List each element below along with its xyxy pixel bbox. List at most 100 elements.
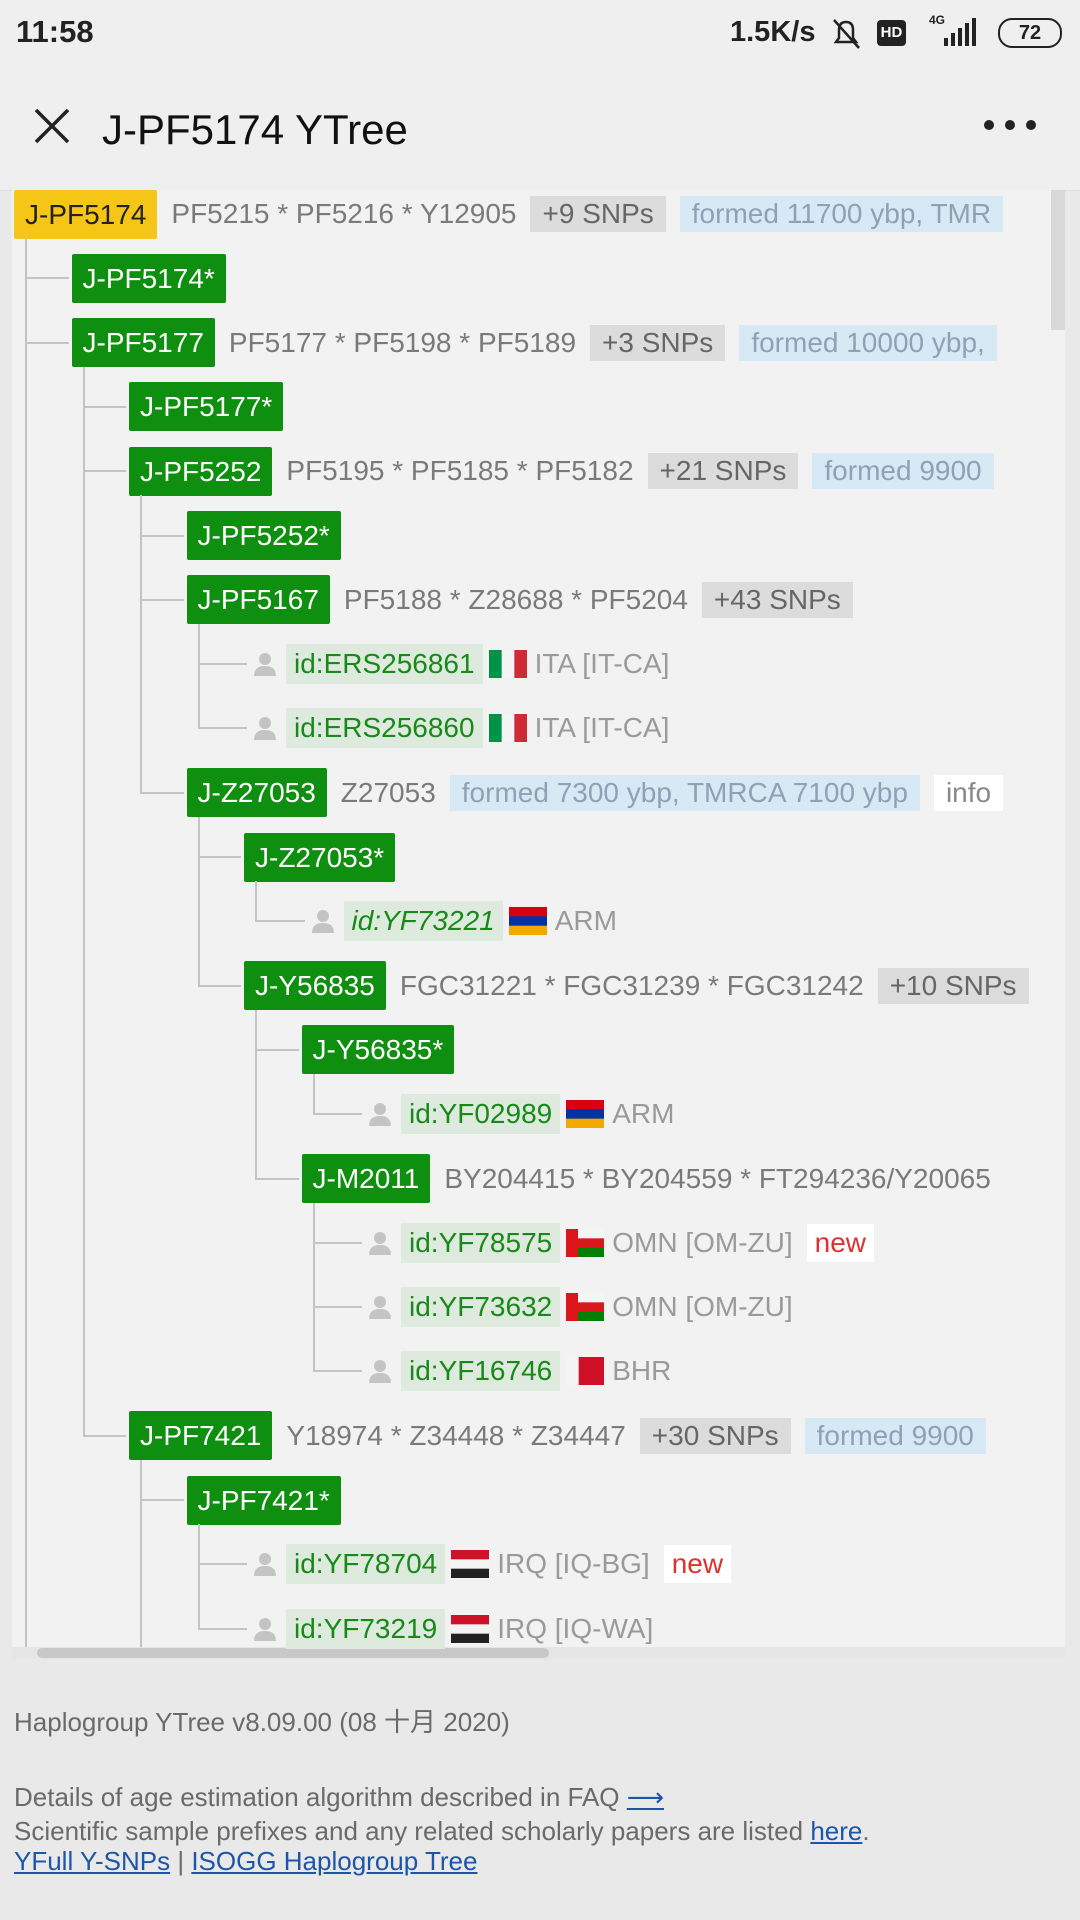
app-bar: J-PF5174 YTree xyxy=(0,70,1080,191)
node-label[interactable]: J-PF7421* xyxy=(186,1475,341,1525)
isogg-link[interactable]: ISOGG Haplogroup Tree xyxy=(191,1846,478,1876)
person-icon xyxy=(311,910,334,934)
sample-row: id:YF78704 IRQ [IQ-BG] new xyxy=(252,1539,745,1589)
sample-id[interactable]: id:YF73632 xyxy=(401,1287,561,1328)
flag xyxy=(566,1100,605,1129)
node-label[interactable]: J-Y56835* xyxy=(301,1025,455,1075)
info-link[interactable]: info xyxy=(933,774,1004,811)
node-label[interactable]: J-PF7421 xyxy=(129,1411,273,1461)
snp-list: PF5195 * PF5185 * PF5182 xyxy=(286,455,634,487)
country: IRQ [IQ-BG] xyxy=(497,1548,650,1580)
tree-connector xyxy=(197,984,241,987)
tree-connector xyxy=(255,1177,299,1180)
tree-connector xyxy=(197,623,200,729)
node-row: J-Y56835* xyxy=(301,1025,469,1075)
more-snps[interactable]: +21 SNPs xyxy=(647,453,799,490)
tree-connector xyxy=(140,1459,142,1500)
page-title: J-PF5174 YTree xyxy=(102,106,408,153)
tree-connector xyxy=(312,1202,315,1372)
country: BHR xyxy=(612,1355,672,1387)
node-row: J-Z27053 Z27053 formed 7300 ybp, TMRCA 710… xyxy=(186,768,1018,818)
country: ITA [IT-CA] xyxy=(534,712,670,744)
sample-id[interactable]: id:YF78575 xyxy=(401,1222,561,1263)
person-icon xyxy=(369,1103,391,1127)
tree-connector xyxy=(197,727,247,730)
flag xyxy=(488,714,527,743)
mute-icon xyxy=(833,19,860,49)
more-snps[interactable]: +9 SNPs xyxy=(530,196,666,232)
v-scroll-thumb[interactable] xyxy=(1051,190,1065,330)
tree-connector xyxy=(197,856,241,858)
sample-row: id:YF02989 ARM xyxy=(367,1089,688,1139)
node-label[interactable]: J-PF5174* xyxy=(71,253,226,303)
node-label[interactable]: J-Z27053 xyxy=(186,768,327,818)
node-label[interactable]: J-PF5174 xyxy=(14,190,158,239)
tree-connector xyxy=(255,881,257,922)
node-label[interactable]: J-PF5252 xyxy=(129,446,273,496)
more-snps[interactable]: +43 SNPs xyxy=(701,581,853,618)
sample-id[interactable]: id:YF16746 xyxy=(401,1351,561,1392)
age-estimate: formed 10000 ybp, xyxy=(739,324,997,361)
new-badge: new xyxy=(806,1223,875,1262)
more-snps[interactable]: +3 SNPs xyxy=(590,324,726,361)
sample-row: id:ERS256860 ITA [IT-CA] xyxy=(252,703,683,753)
node-label[interactable]: J-PF5167 xyxy=(186,575,330,625)
node-row: J-PF5174 PF5215 * PF5216 * Y12905 +9 SNPs f… xyxy=(14,190,1017,239)
tree-connector xyxy=(140,598,184,601)
person-icon xyxy=(254,717,276,741)
age-estimate: formed 7300 ybp, TMRCA 7100 ybp xyxy=(449,774,920,811)
tree-connector xyxy=(197,816,200,986)
snp-list: BY204415 * BY204559 * FT294236/Y20065 xyxy=(444,1162,991,1194)
sample-row: id:YF16746 BHR xyxy=(367,1346,685,1396)
tree-connector xyxy=(140,1499,184,1501)
sample-id[interactable]: id:YF73221 xyxy=(343,901,503,942)
age-estimate: formed 9900 xyxy=(812,453,994,490)
sample-row: id:YF73219 IRQ [IQ-WA] xyxy=(252,1604,667,1654)
tree-connector xyxy=(312,1241,362,1244)
more-menu[interactable] xyxy=(982,118,1038,132)
prefix-note-text: Scientific sample prefixes and any relat… xyxy=(14,1816,804,1846)
node-label[interactable]: J-M2011 xyxy=(301,1154,431,1203)
sample-id[interactable]: id:YF73219 xyxy=(286,1608,446,1649)
here-link[interactable]: here xyxy=(810,1816,863,1846)
flag xyxy=(566,1293,605,1322)
link-separator: | xyxy=(177,1846,185,1876)
snp-list: Z27053 xyxy=(340,776,436,808)
sample-id[interactable]: id:ERS256861 xyxy=(286,644,483,685)
sample-id[interactable]: id:YF02989 xyxy=(401,1094,561,1135)
person-icon xyxy=(254,653,276,677)
age-estimate: formed 11700 ybp, TMR xyxy=(679,196,1004,232)
country: OMN [OM-ZU] xyxy=(612,1226,793,1258)
more-snps[interactable]: +30 SNPs xyxy=(639,1417,791,1454)
signal-icon xyxy=(944,18,976,46)
node-label[interactable]: J-PF5252* xyxy=(186,511,341,560)
person-icon xyxy=(369,1360,391,1384)
tree-connector xyxy=(197,1627,247,1630)
tree-connector xyxy=(255,920,305,923)
flag xyxy=(451,1550,490,1579)
h-scroll-thumb[interactable] xyxy=(37,1648,549,1658)
close-button[interactable] xyxy=(32,106,72,146)
age-note: Details of age estimation algorithm desc… xyxy=(14,1782,664,1813)
new-badge: new xyxy=(663,1545,732,1584)
node-label[interactable]: J-Y56835 xyxy=(244,961,386,1011)
node-row: J-PF5174* xyxy=(71,253,240,303)
person-icon xyxy=(254,1617,276,1641)
more-snps[interactable]: +10 SNPs xyxy=(877,967,1029,1004)
sample-id[interactable]: id:YF78704 xyxy=(286,1544,446,1585)
flag xyxy=(488,650,527,679)
person-icon xyxy=(369,1296,391,1320)
node-row: J-PF5167 PF5188 * Z28688 * PF5204 +43 SNPs xyxy=(186,575,867,625)
country: OMN [OM-ZU] xyxy=(612,1291,793,1323)
node-row: J-Y56835 FGC31221 * FGC31239 * FGC31242 +1… xyxy=(244,961,1043,1011)
node-label[interactable]: J-Z27053* xyxy=(244,832,396,882)
node-label[interactable]: J-PF5177 xyxy=(71,318,215,368)
faq-link[interactable]: ⟶ xyxy=(626,1782,665,1812)
prefix-note: Scientific sample prefixes and any relat… xyxy=(14,1816,870,1847)
sample-id[interactable]: id:ERS256860 xyxy=(286,708,483,749)
yfull-link[interactable]: YFull Y-SNPs xyxy=(14,1846,171,1876)
sample-row: id:ERS256861 ITA [IT-CA] xyxy=(252,639,683,689)
node-label[interactable]: J-PF5177* xyxy=(129,382,284,432)
tree-connector xyxy=(82,405,126,408)
flag xyxy=(566,1357,605,1386)
